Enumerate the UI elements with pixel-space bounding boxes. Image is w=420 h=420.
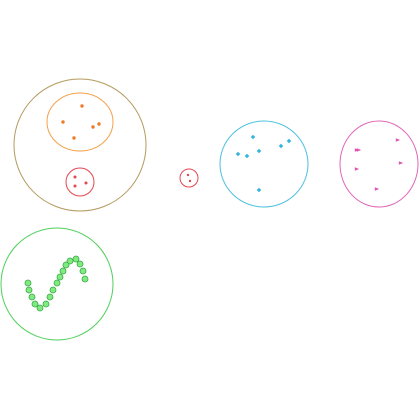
red-points [73, 175, 88, 188]
green-point [66, 257, 74, 265]
red-subcluster-circle [65, 167, 95, 197]
green-cluster-circle [0, 227, 114, 341]
small-red-points [186, 173, 192, 183]
green-points [24, 255, 89, 312]
small-red-point [186, 173, 190, 177]
green-point [36, 304, 44, 312]
cyan-point [256, 187, 262, 193]
magenta-point [395, 138, 401, 142]
green-point [42, 300, 50, 308]
green-point [49, 286, 57, 294]
green-point [46, 293, 54, 301]
green-point [81, 275, 89, 283]
green-point [28, 293, 36, 301]
green-point [76, 260, 84, 268]
green-point [53, 279, 61, 287]
cyan-points [235, 134, 292, 193]
orange-subcluster-circle [46, 92, 114, 152]
red-point [84, 181, 88, 185]
cyan-point [235, 151, 241, 157]
red-point [73, 175, 77, 179]
green-point [25, 286, 33, 294]
magenta-point [356, 148, 362, 152]
magenta-point [398, 161, 404, 165]
cyan-point [244, 153, 250, 159]
green-point [24, 279, 32, 287]
magenta-points [354, 138, 404, 191]
orange-point [97, 122, 101, 126]
green-point [62, 261, 70, 269]
green-point [31, 300, 39, 308]
orange-point [91, 125, 95, 129]
small-red-point [188, 179, 192, 183]
green-point [59, 267, 67, 275]
small-red-cluster-circle [179, 168, 199, 188]
green-point [79, 267, 87, 275]
cyan-cluster-circle [219, 120, 309, 208]
magenta-point [374, 187, 380, 191]
green-point [56, 273, 64, 281]
magenta-point [354, 167, 360, 171]
orange-point [72, 136, 76, 140]
olive-cluster-circle [13, 78, 147, 212]
red-point [73, 184, 77, 188]
orange-point [61, 120, 65, 124]
orange-points [61, 104, 101, 140]
cyan-point [256, 148, 262, 154]
cyan-point [250, 134, 256, 140]
orange-point [80, 104, 84, 108]
magenta-cluster-circle [339, 120, 419, 208]
cyan-point [286, 138, 292, 144]
cyan-point [278, 143, 284, 149]
green-point [72, 255, 80, 263]
